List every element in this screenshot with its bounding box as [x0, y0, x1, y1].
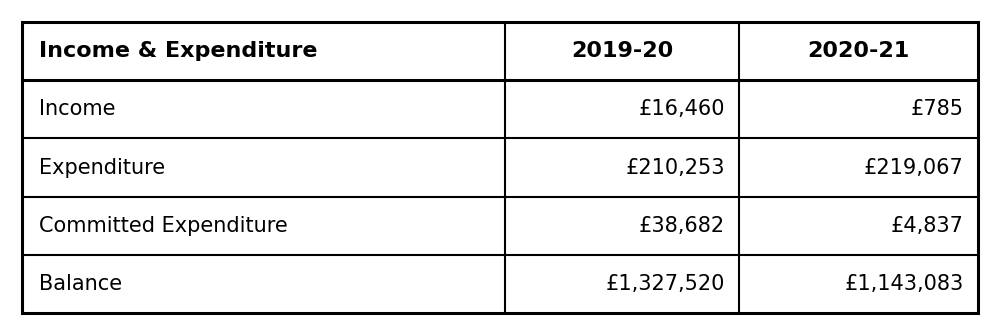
Bar — [22, 22, 978, 313]
Text: Balance: Balance — [39, 274, 122, 294]
Text: 2019-20: 2019-20 — [571, 41, 673, 61]
Text: £785: £785 — [911, 99, 964, 119]
Text: Income: Income — [39, 99, 116, 119]
Text: £38,682: £38,682 — [639, 216, 725, 236]
Text: 2020-21: 2020-21 — [807, 41, 910, 61]
Text: Income & Expenditure: Income & Expenditure — [39, 41, 318, 61]
Text: Expenditure: Expenditure — [39, 157, 165, 178]
Text: £4,837: £4,837 — [891, 216, 964, 236]
Text: £219,067: £219,067 — [864, 157, 964, 178]
Text: £16,460: £16,460 — [638, 99, 725, 119]
Text: £210,253: £210,253 — [625, 157, 725, 178]
Text: £1,143,083: £1,143,083 — [844, 274, 964, 294]
Text: Committed Expenditure: Committed Expenditure — [39, 216, 288, 236]
Text: £1,327,520: £1,327,520 — [605, 274, 725, 294]
